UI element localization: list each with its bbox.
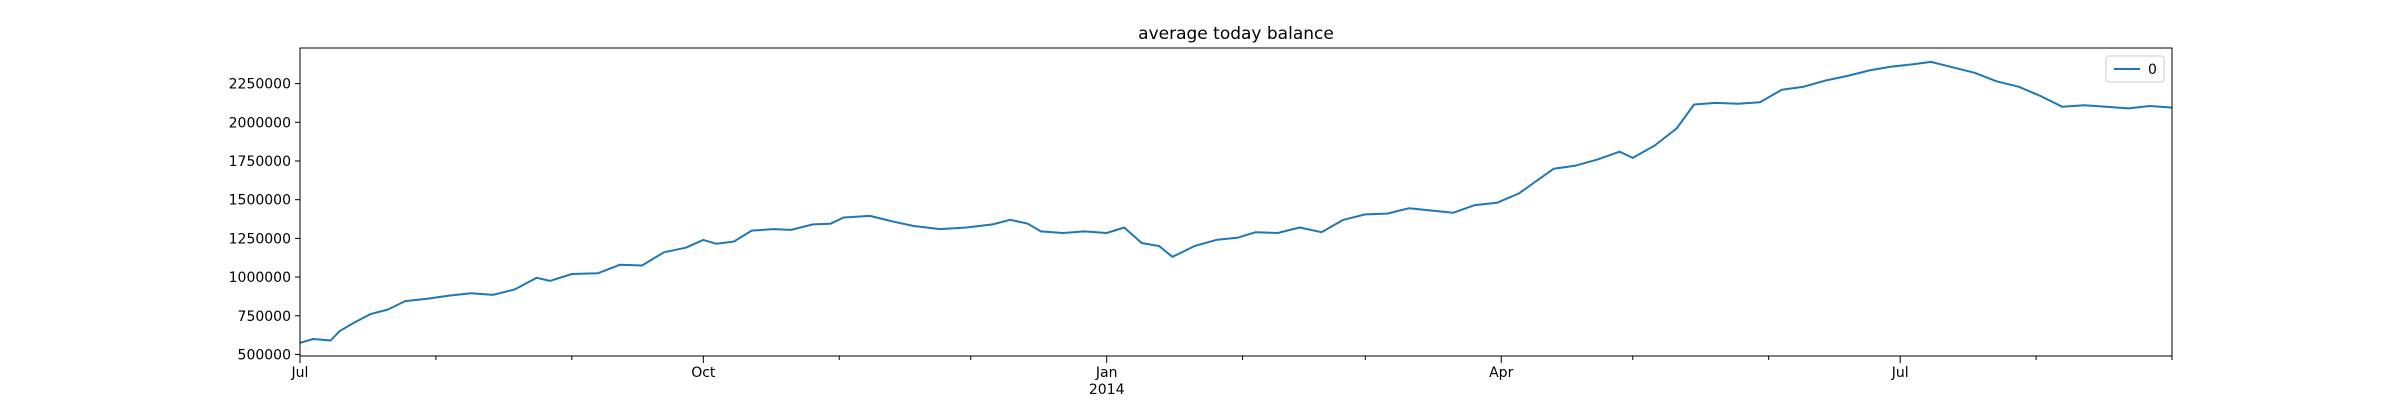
y-tick-label: 2000000 xyxy=(229,115,291,131)
y-tick-label: 1000000 xyxy=(229,270,291,286)
x-tick-label: Jul xyxy=(291,365,309,381)
x-tick-label: Oct xyxy=(691,365,716,381)
legend: 0 xyxy=(2105,55,2165,83)
y-tick-label: 1250000 xyxy=(229,231,291,247)
x-tick-label: Apr xyxy=(1489,365,1513,381)
x-tick-label: Jul xyxy=(1891,365,1909,381)
legend-label: 0 xyxy=(2148,62,2157,78)
chart-title: average today balance xyxy=(1138,24,1334,44)
y-tick-label: 500000 xyxy=(238,347,291,363)
y-tick-label: 2250000 xyxy=(229,77,291,93)
axes-frame xyxy=(299,47,2173,357)
y-tick-label: 1500000 xyxy=(229,193,291,209)
x-tick-sublabel: 2014 xyxy=(1089,382,1125,398)
plot-area xyxy=(299,60,2173,344)
series-line-0 xyxy=(299,60,2173,344)
y-tick-label: 750000 xyxy=(238,309,291,325)
x-tick-label: Jan xyxy=(1095,365,1118,381)
axes: 500000 750000 1000000 1250000 1500000 1750000… xyxy=(229,77,2173,398)
y-tick-label: 1750000 xyxy=(229,154,291,170)
